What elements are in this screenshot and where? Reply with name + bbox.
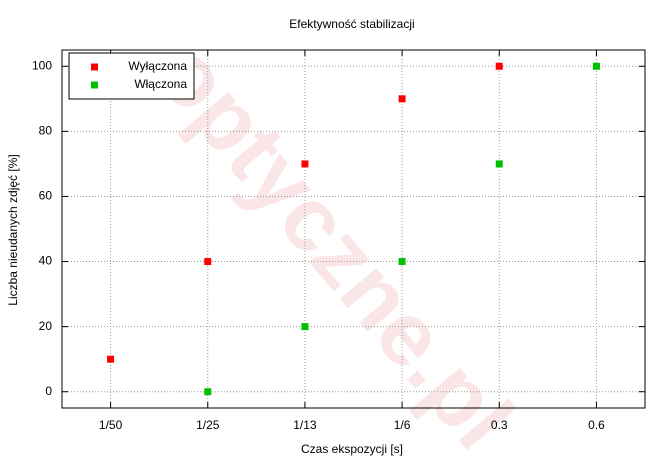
point [398,95,406,103]
legend-label: Wyłączona [128,59,187,73]
y-tick-label: 20 [39,319,53,333]
point [495,160,503,168]
y-tick-label: 60 [39,189,53,203]
y-tick-label: 100 [32,58,52,72]
x-tick-label: 1/50 [99,418,123,432]
x-tick-label: 1/6 [394,418,411,432]
point [398,258,406,266]
legend-box [68,52,195,100]
x-tick-label: 1/25 [196,418,220,432]
point [301,160,309,168]
x-axis-label: Czas ekspozycji [s] [301,442,403,456]
x-tick-label: 0.6 [588,418,605,432]
point [107,355,115,363]
y-tick-label: 80 [39,124,53,138]
point [204,388,212,396]
x-tick-label: 1/13 [293,418,317,432]
point [301,323,309,331]
plot-frame [61,49,646,409]
x-tick-label: 0.3 [491,418,508,432]
chart-title: Efektywność stabilizacji [289,17,414,31]
y-tick-label: 0 [45,384,52,398]
legend-label: Włączona [134,77,187,91]
y-axis-label: Liczba nieudanych zdjęć [%] [6,154,20,305]
point [495,62,503,70]
legend-swatch [91,63,98,71]
point [592,62,600,70]
y-tick-label: 40 [39,254,53,268]
point [204,258,212,266]
legend-swatch [91,81,98,89]
